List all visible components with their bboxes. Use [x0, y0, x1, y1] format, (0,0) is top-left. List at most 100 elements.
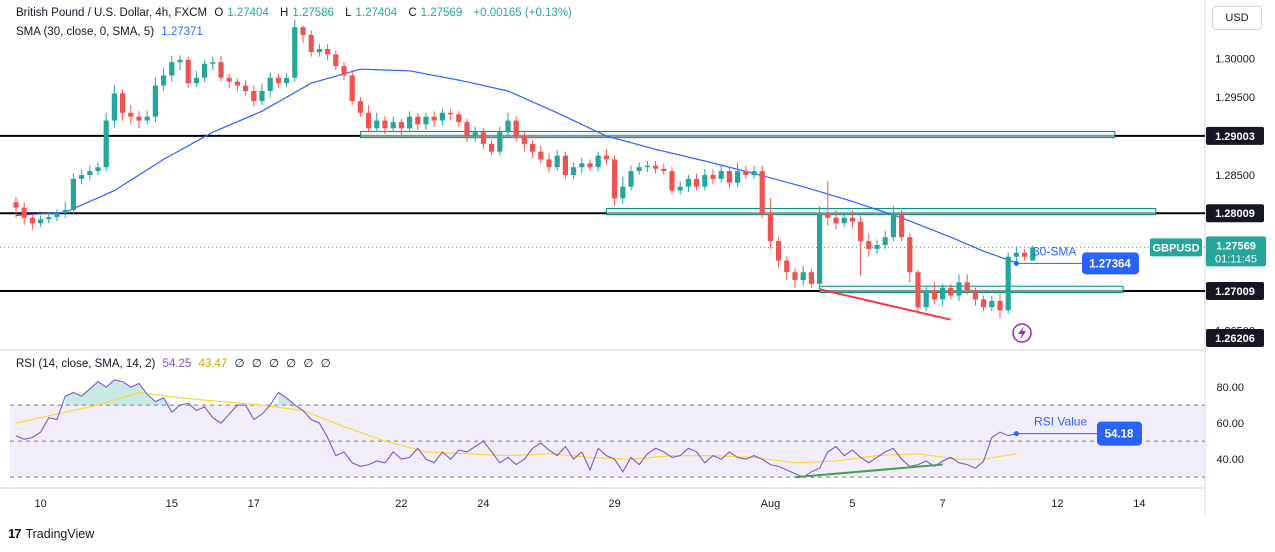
candle	[841, 212, 847, 228]
candle-body	[685, 178, 691, 187]
candle-body	[185, 59, 191, 84]
candle	[554, 150, 560, 172]
candle-body	[808, 272, 814, 284]
rsi-legend-ma-value: 43.47	[198, 358, 228, 370]
candle	[300, 25, 306, 43]
candle	[226, 73, 232, 88]
candle	[694, 173, 700, 191]
candle	[595, 151, 601, 172]
rsi-pane[interactable]: RSI Value 54.18	[10, 379, 1205, 479]
candle-body	[243, 85, 249, 91]
candle	[62, 202, 68, 218]
event-lightning-icon[interactable]	[1012, 323, 1032, 343]
candle-body	[374, 120, 380, 129]
candle-body	[234, 81, 240, 86]
symbol-title[interactable]: British Pound / U.S. Dollar, 4h, FXCM	[16, 7, 208, 19]
rsi-line	[15, 379, 1017, 478]
currency-button[interactable]: USD	[1212, 6, 1262, 30]
candle-body	[398, 122, 404, 129]
time-axis[interactable]: 10 15 17 22 24 29 Aug 5 7 12 14	[34, 498, 1145, 510]
candle-body	[177, 59, 183, 63]
candle	[751, 165, 757, 179]
candle-body	[735, 171, 741, 183]
hline-price-badge-text: 1.27009	[1215, 286, 1255, 298]
candle-body	[849, 217, 855, 222]
price-pane[interactable]: 30-SMA 1.27364	[0, 19, 1205, 343]
candle-body	[267, 77, 273, 91]
candle	[546, 153, 552, 173]
candle-body	[931, 291, 937, 300]
candle-body	[603, 155, 609, 160]
candle	[718, 165, 724, 183]
candle	[472, 126, 478, 142]
candle-body	[382, 120, 388, 129]
candle	[890, 206, 896, 242]
candle	[628, 165, 634, 191]
candle	[743, 165, 749, 179]
ohlc-high: H 1.27586	[280, 7, 334, 19]
candle	[956, 274, 962, 301]
candle	[95, 162, 101, 175]
sma-annotation-text: 30-SMA	[1033, 244, 1076, 258]
candle	[800, 266, 806, 286]
candle-body	[300, 27, 306, 35]
candle	[825, 181, 831, 226]
candle	[210, 56, 216, 70]
rsi-axis[interactable]: 80.00 60.00 40.00	[1216, 382, 1244, 466]
candle-body	[480, 132, 486, 144]
candle-body	[759, 171, 765, 214]
candle	[79, 169, 85, 185]
candle	[390, 116, 396, 133]
candle	[407, 111, 413, 133]
time-tick-label: 5	[849, 498, 855, 510]
candle-body	[817, 213, 823, 284]
candle	[38, 215, 44, 228]
candle	[726, 167, 732, 189]
candle	[899, 210, 905, 242]
candle	[448, 108, 454, 121]
candle-body	[546, 159, 552, 168]
candle-body	[136, 116, 142, 121]
candle-body	[866, 241, 872, 249]
candle	[87, 165, 93, 181]
candle-body	[710, 175, 716, 179]
candle-body	[316, 49, 322, 53]
candle	[144, 110, 150, 125]
candle-body	[636, 167, 642, 172]
candle-body	[743, 171, 749, 175]
candle-body	[21, 207, 27, 218]
candle-body	[489, 143, 495, 152]
candle-body	[579, 163, 585, 168]
candle	[497, 126, 503, 156]
candle	[882, 231, 888, 249]
price-trendline[interactable]	[819, 288, 952, 321]
candle-body	[915, 272, 921, 308]
candle	[513, 116, 519, 142]
candle	[571, 162, 577, 179]
ohlc-close: C 1.27569	[408, 7, 463, 19]
tradingview-logo[interactable]: 17 TradingView	[8, 526, 94, 541]
candle-body	[366, 112, 372, 129]
candle	[931, 282, 937, 305]
candle	[308, 30, 314, 57]
candle	[29, 213, 35, 230]
candle-body	[628, 171, 634, 187]
rsi-legend[interactable]: RSI (14, close, SMA, 14, 2) 54.25 43.47 …	[16, 356, 337, 370]
price-tick-label: 1.30000	[1215, 53, 1255, 65]
candle-body	[899, 213, 905, 238]
candle	[735, 162, 741, 187]
candle-body	[210, 62, 216, 64]
candle	[808, 268, 814, 288]
rsi-annotation: RSI Value 54.18	[1013, 415, 1142, 446]
sma-legend[interactable]: SMA (30, close, 0, SMA, 5) 1.27371	[16, 26, 207, 38]
candle-body	[882, 237, 888, 245]
rsi-trendline[interactable]	[794, 463, 943, 479]
bottom-price-badge-text: 1.26206	[1215, 333, 1255, 345]
symbol-badge-text: GBPUSD	[1152, 242, 1199, 254]
candle	[46, 212, 52, 224]
candle-body	[259, 91, 265, 102]
candle	[562, 151, 568, 179]
candle	[636, 162, 642, 175]
candle	[439, 108, 445, 126]
price-axis[interactable]: 1.300001.295001.285001.265001.305001.290…	[1150, 14, 1266, 347]
